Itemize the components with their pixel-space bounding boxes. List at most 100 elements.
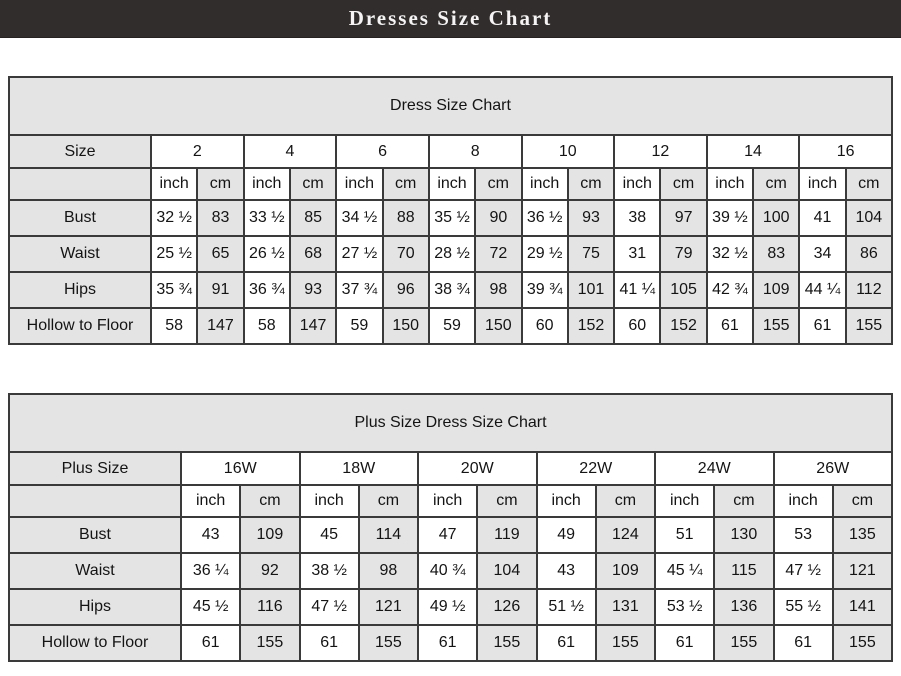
unit-header-cm: cm [288,167,338,201]
measurement-value-cm: 141 [831,588,894,626]
unit-header-inch: inch [298,484,360,518]
measurement-value-inch: 53 ½ [653,588,716,626]
measurement-label: Hips [8,271,152,309]
size-col-header: 20W [417,451,538,486]
measurement-value-cm: 119 [476,516,538,554]
size-col-header: 24W [654,451,775,486]
measurement-value-cm: 65 [196,235,245,273]
measurement-value-inch: 47 ½ [298,588,360,626]
measurement-value-inch: 53 [772,516,834,554]
unit-header-cm: cm [659,167,708,201]
unit-header-inch: inch [613,167,662,201]
measurement-value-inch: 55 ½ [772,588,834,626]
size-col-header: 26W [772,451,893,486]
measurement-value-cm: 83 [196,199,245,237]
measurement-value-cm: 92 [239,552,301,590]
measurement-value-cm: 147 [288,307,338,345]
dress-size-chart-table: Dress Size Chart Size 2 4 6 8 10 12 14 16 inch cm in… [8,76,894,345]
measurement-value-inch: 28 ½ [427,235,477,273]
measurement-value-cm: 79 [659,235,708,273]
measurement-value-inch: 45 [298,516,360,554]
measurement-value-inch: 38 [613,199,662,237]
measurement-value-cm: 130 [713,516,775,554]
measurement-value-inch: 43 [535,552,597,590]
unit-header-cm: cm [713,484,775,518]
measurement-value-inch: 39 ¾ [520,271,569,309]
measurement-value-inch: 61 [798,307,847,345]
content-area: Dress Size Chart Size 2 4 6 8 10 12 14 16 inch cm in… [0,38,901,662]
measurement-value-cm: 86 [844,235,894,273]
measurement-value-cm: 72 [474,235,523,273]
measurement-value-cm: 96 [381,271,430,309]
unit-header-cm: cm [196,167,245,201]
measurement-value-inch: 36 ½ [520,199,569,237]
unit-header-inch: inch [149,167,199,201]
measurement-value-inch: 34 [798,235,847,273]
measurement-value-cm: 115 [713,552,775,590]
measurement-value-inch: 44 ¼ [798,271,847,309]
measurement-value-inch: 61 [772,624,834,662]
measurement-value-inch: 49 ½ [416,588,479,626]
size-col-header: 22W [535,451,656,486]
measurement-value-inch: 61 [179,624,242,662]
measurement-value-cm: 109 [594,552,657,590]
measurement-value-cm: 101 [566,271,616,309]
measurement-value-inch: 45 ¼ [653,552,716,590]
measurement-value-inch: 41 ¼ [613,271,662,309]
unit-header-cm: cm [474,167,523,201]
measurement-value-cm: 155 [594,624,657,662]
measurement-value-cm: 155 [239,624,301,662]
measurement-value-inch: 58 [242,307,291,345]
unit-header-inch: inch [798,167,847,201]
size-col-header: 18W [298,451,419,486]
unit-header-inch: inch [242,167,291,201]
measurement-value-inch: 61 [705,307,755,345]
unit-header-inch: inch [179,484,242,518]
measurement-value-cm: 90 [474,199,523,237]
measurement-label: Waist [8,235,152,273]
measurement-value-cm: 98 [357,552,420,590]
measurement-value-inch: 37 ¾ [335,271,384,309]
measurement-value-inch: 35 ½ [427,199,477,237]
unit-header-inch: inch [653,484,716,518]
measurement-value-inch: 34 ½ [335,199,384,237]
measurement-value-cm: 68 [288,235,338,273]
measurement-value-cm: 131 [594,588,657,626]
unit-header-inch: inch [416,484,479,518]
size-col-header: 4 [242,134,338,169]
measurement-label: Hollow to Floor [8,307,152,345]
measurement-value-cm: 136 [713,588,775,626]
measurement-label: Bust [8,199,152,237]
measurement-value-inch: 39 ½ [705,199,755,237]
measurement-value-cm: 93 [288,271,338,309]
measurement-value-cm: 85 [288,199,338,237]
measurement-value-cm: 121 [831,552,894,590]
size-col-header: 12 [613,134,708,169]
corner-empty-cell [8,167,152,201]
measurement-value-cm: 116 [239,588,301,626]
measurement-value-inch: 32 ½ [705,235,755,273]
measurement-value-cm: 109 [239,516,301,554]
measurement-label: Waist [8,552,182,590]
measurement-value-cm: 135 [831,516,894,554]
size-col-header: 16 [798,134,893,169]
measurement-value-cm: 100 [752,199,801,237]
measurement-value-inch: 51 [653,516,716,554]
measurement-value-cm: 155 [713,624,775,662]
measurement-value-cm: 114 [357,516,420,554]
measurement-value-inch: 49 [535,516,597,554]
measurement-value-inch: 51 ½ [535,588,597,626]
measurement-value-cm: 124 [594,516,657,554]
size-col-header: 2 [150,134,245,169]
size-col-header: 16W [180,451,301,486]
unit-header-cm: cm [752,167,801,201]
measurement-value-cm: 126 [476,588,538,626]
measurement-value-inch: 47 ½ [772,552,834,590]
measurement-value-cm: 155 [752,307,801,345]
measurement-value-cm: 91 [196,271,245,309]
size-col-header: 8 [427,134,523,169]
unit-header-cm: cm [844,167,894,201]
measurement-value-cm: 150 [474,307,523,345]
measurement-value-cm: 83 [752,235,801,273]
measurement-value-cm: 93 [566,199,616,237]
